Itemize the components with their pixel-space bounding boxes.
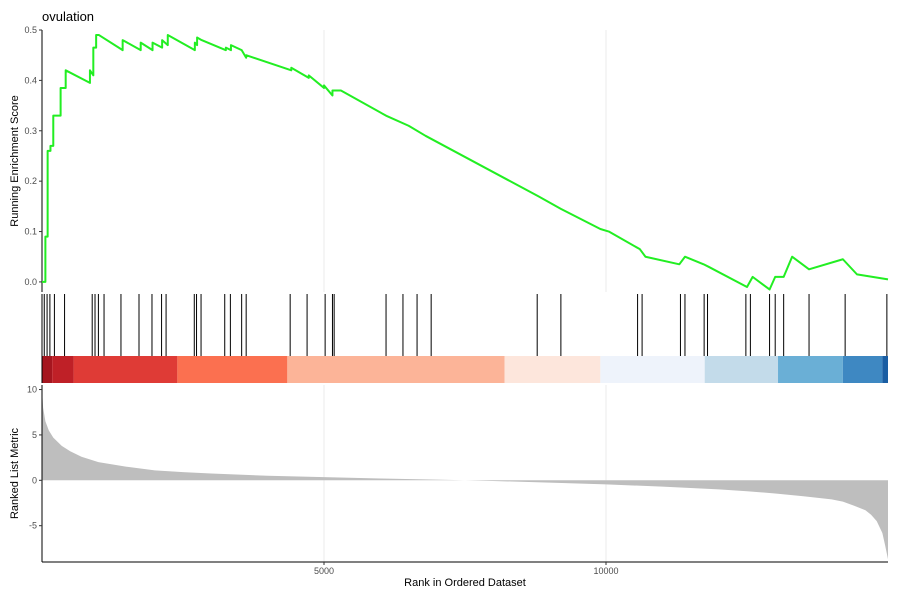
rank-y-axis: -5 0 5 10 bbox=[27, 385, 43, 562]
rank-gridlines bbox=[323, 385, 607, 562]
ranking-band bbox=[842, 356, 883, 383]
x-tick-label: 10000 bbox=[593, 566, 618, 576]
es-y-tick-label: 0.3 bbox=[24, 126, 37, 136]
es-y-axis-label: Running Enrichment Score bbox=[9, 95, 21, 226]
gene-hits-panel bbox=[41, 294, 888, 383]
es-y-tick-label: 0.5 bbox=[24, 25, 37, 35]
rank-y-tick-label: 5 bbox=[32, 430, 37, 440]
rank-y-tick-label: 0 bbox=[32, 475, 37, 485]
x-axis-label: Rank in Ordered Dataset bbox=[404, 577, 526, 589]
running-es-line bbox=[42, 34, 889, 291]
gene-hit-marks bbox=[43, 294, 888, 356]
es-line-group bbox=[42, 34, 889, 291]
ranked-metric-area bbox=[42, 389, 888, 560]
es-y-axis: 0.0 0.1 0.2 0.3 0.4 0.5 bbox=[24, 25, 43, 292]
ranking-band bbox=[704, 356, 779, 383]
rank-x-axis: 5000 10000 bbox=[42, 561, 888, 576]
ranking-band bbox=[778, 356, 843, 383]
running-es-panel: 0.0 0.1 0.2 0.3 0.4 0.5 Running Enrichment Sc… bbox=[9, 25, 889, 292]
rank-y-tick-label: 10 bbox=[27, 385, 37, 395]
ranking-band bbox=[177, 356, 288, 383]
es-y-tick-label: 0.0 bbox=[24, 277, 37, 287]
rank-area-group bbox=[42, 389, 888, 560]
es-y-tick-label: 0.4 bbox=[24, 75, 37, 85]
ranking-band bbox=[287, 356, 505, 383]
es-y-tick-label: 0.2 bbox=[24, 176, 37, 186]
rank-y-tick-label: -5 bbox=[29, 521, 37, 531]
es-y-tick-label: 0.1 bbox=[24, 227, 37, 237]
ranking-band bbox=[73, 356, 178, 383]
ranking-color-bands bbox=[42, 356, 888, 383]
x-tick-label: 5000 bbox=[314, 566, 334, 576]
ranking-band bbox=[504, 356, 601, 383]
ranking-band bbox=[52, 356, 74, 383]
ranking-band bbox=[600, 356, 705, 383]
ranking-band bbox=[882, 356, 888, 383]
chart-title: ovulation bbox=[42, 9, 94, 24]
ranking-band bbox=[42, 356, 53, 383]
es-gridlines bbox=[323, 30, 607, 292]
rank-y-axis-label: Ranked List Metric bbox=[9, 427, 21, 519]
ranked-metric-panel: -5 0 5 10 5000 10000 Ranked List Metric bbox=[9, 385, 888, 576]
